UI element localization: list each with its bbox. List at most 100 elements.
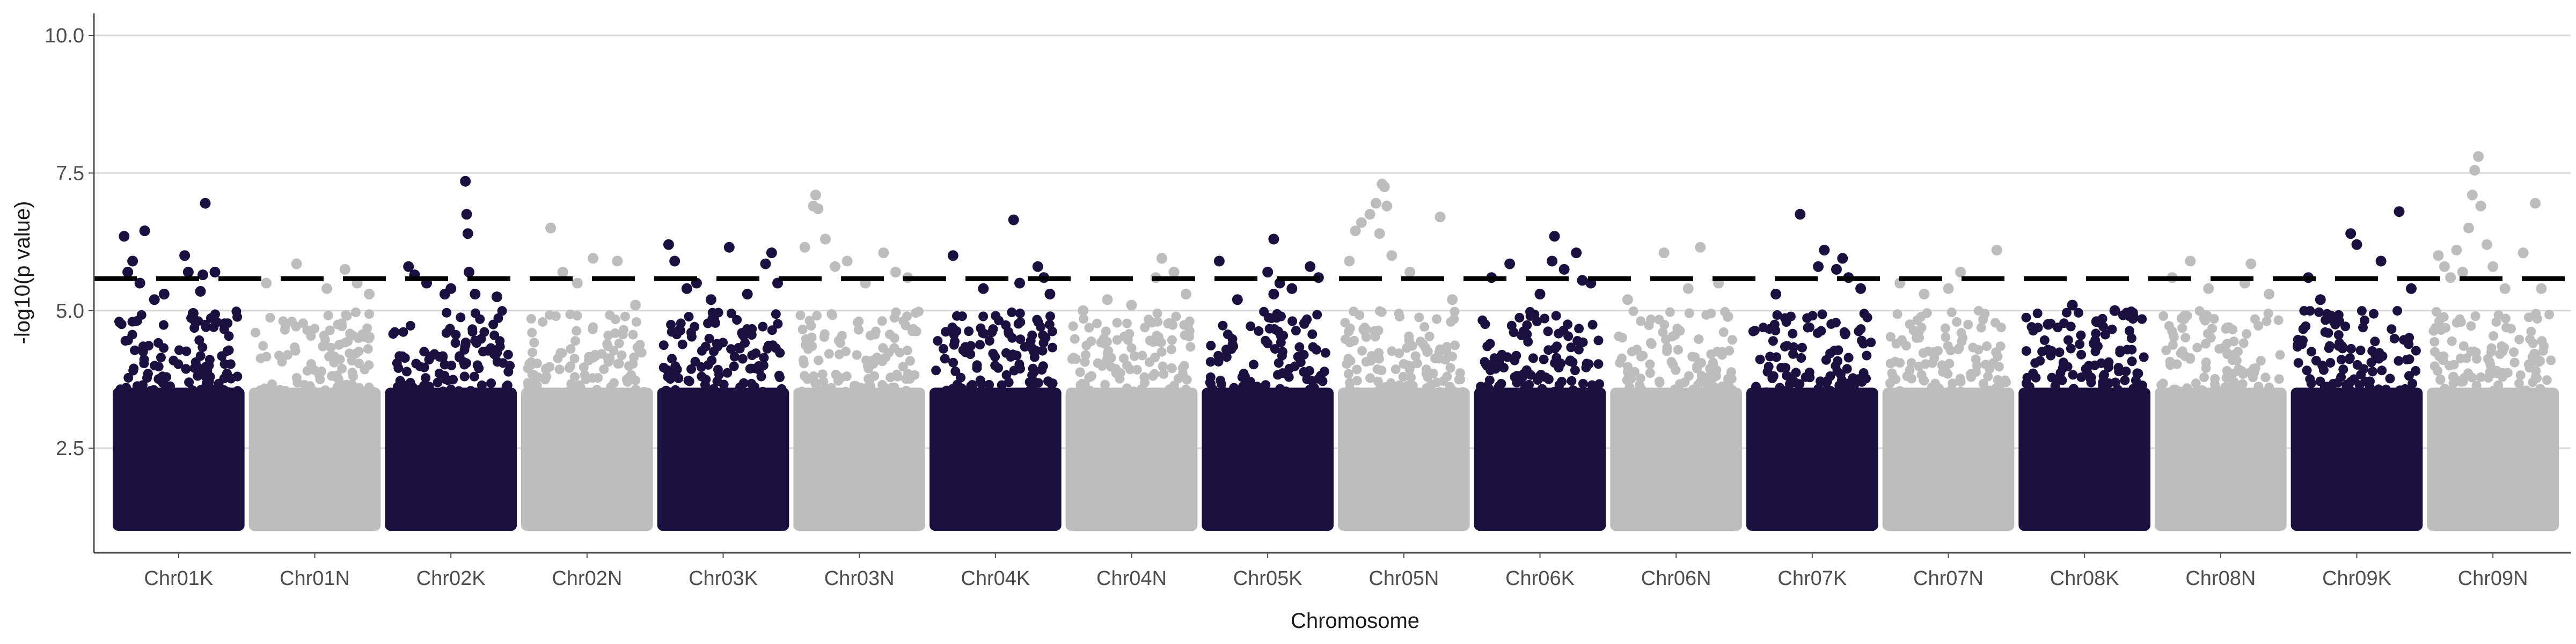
cloud-point-chr08n — [2238, 338, 2249, 348]
cloud-point-chr07k — [1858, 368, 1869, 378]
cloud-point-chr08n — [2262, 316, 2272, 326]
cloud-point-chr02n — [572, 311, 582, 321]
point-chr03k-5 — [723, 241, 735, 253]
cloud-point-chr03n — [878, 343, 888, 353]
cloud-point-chr06k — [1499, 363, 1509, 373]
cloud-point-chr04n — [1145, 393, 1155, 404]
cloud-point-chr09n — [2447, 336, 2457, 346]
cloud-point-chr07k — [1781, 317, 1791, 327]
cloud-point-chr08k — [2021, 346, 2031, 356]
cloud-point-chr02k — [465, 391, 475, 401]
cloud-point-chr03n — [802, 374, 813, 384]
cloud-point-chr04k — [975, 340, 985, 350]
cloud-point-chr03n — [866, 381, 876, 391]
cloud-point-chr01k — [174, 345, 184, 355]
cloud-point-chr03n — [911, 326, 921, 336]
x-tick-label-chr02k: Chr02K — [416, 567, 486, 590]
cloud-point-chr07n — [1905, 319, 1915, 330]
chromosome-band-chr03n — [793, 387, 925, 531]
cloud-point-chr03n — [826, 383, 836, 393]
cloud-point-chr01n — [298, 318, 308, 328]
cloud-point-chr07k — [1748, 326, 1758, 336]
point-chr04k-6 — [1044, 289, 1056, 299]
cloud-point-chr04n — [1100, 379, 1110, 390]
cloud-point-chr07k — [1751, 382, 1761, 392]
cloud-point-chr03k — [662, 365, 672, 375]
cloud-point-chr07n — [1993, 352, 2003, 362]
cloud-point-chr01k — [150, 361, 160, 371]
cloud-point-chr07n — [1966, 369, 1976, 379]
cloud-point-chr06k — [1537, 384, 1547, 394]
cloud-point-chr06n — [1628, 306, 1638, 316]
cloud-point-chr05n — [1349, 335, 1359, 346]
cloud-point-chr05k — [1246, 321, 1256, 331]
cloud-point-chr01k — [232, 386, 243, 396]
point-chr05n-11 — [1435, 211, 1446, 223]
cloud-point-chr05n — [1458, 391, 1468, 401]
cloud-point-chr02n — [579, 362, 589, 372]
point-chr05n-7 — [1379, 181, 1390, 192]
cloud-point-chr06k — [1543, 326, 1553, 336]
cloud-point-chr06k — [1514, 313, 1525, 323]
cloud-point-chr08n — [2199, 372, 2209, 382]
cloud-point-chr04k — [972, 360, 982, 370]
cloud-point-chr07k — [1826, 393, 1836, 403]
cloud-point-chr05k — [1285, 390, 1295, 400]
cloud-point-chr02k — [502, 380, 513, 390]
cloud-point-chr03n — [892, 369, 902, 379]
cloud-point-chr08n — [2207, 324, 2218, 333]
cloud-point-chr08k — [2046, 346, 2057, 356]
cloud-point-chr05k — [1254, 326, 1264, 336]
cloud-point-chr09k — [2387, 324, 2397, 334]
cloud-point-chr03n — [806, 391, 816, 401]
cloud-point-chr07n — [1916, 323, 1927, 333]
cloud-point-chr01k — [189, 323, 200, 333]
cloud-point-chr02k — [442, 393, 452, 404]
cloud-point-chr06n — [1717, 381, 1728, 391]
chromosome-band-chr08n — [2155, 387, 2287, 531]
cloud-point-chr09k — [2345, 353, 2355, 363]
point-chr06k-6 — [1571, 247, 1582, 259]
cloud-point-chr05n — [1345, 356, 1356, 366]
x-tick-label-chr01n: Chr01N — [280, 567, 350, 590]
cloud-point-chr07n — [1891, 339, 1901, 349]
cloud-point-chr09k — [2333, 330, 2344, 340]
cloud-point-chr04n — [1139, 372, 1150, 382]
cloud-point-chr05k — [1320, 387, 1330, 398]
cloud-point-chr02k — [451, 330, 461, 340]
x-tick-labels: Chr01K Chr01N Chr02K Chr02N Chr03K Chr03N Chr0… — [144, 553, 2528, 590]
cloud-point-chr05k — [1299, 367, 1309, 377]
cloud-point-chr06k — [1583, 391, 1593, 401]
cloud-point-chr07n — [1940, 393, 1950, 403]
point-chr09n-14 — [2530, 197, 2541, 209]
cloud-point-chr07n — [1976, 323, 1986, 333]
cloud-point-chr06n — [1670, 384, 1680, 394]
x-tick-label-chr04n: Chr04N — [1096, 567, 1167, 590]
axes — [93, 13, 2571, 554]
point-chr02k-0 — [403, 261, 414, 272]
cloud-point-chr02k — [400, 386, 411, 396]
cloud-point-chr02n — [564, 363, 574, 373]
cloud-point-chr02n — [524, 386, 533, 396]
cloud-point-chr03k — [767, 325, 777, 335]
point-chr03n-4 — [820, 233, 831, 245]
cloud-point-chr04n — [1157, 347, 1167, 357]
cloud-point-chr03k — [718, 386, 728, 397]
cloud-point-chr07n — [1997, 390, 2007, 400]
cloud-point-chr02n — [526, 314, 536, 324]
cloud-point-chr01n — [335, 379, 345, 389]
cloud-point-chr08k — [2118, 310, 2128, 320]
cloud-point-chr03n — [801, 334, 811, 344]
cloud-point-chr06n — [1692, 361, 1702, 371]
cloud-point-chr09n — [2432, 390, 2442, 400]
cloud-point-chr07k — [1775, 383, 1785, 393]
cloud-point-chr02k — [472, 338, 481, 348]
cloud-point-chr07n — [1983, 371, 1993, 382]
cloud-point-chr09k — [2306, 378, 2316, 389]
cloud-point-chr06k — [1502, 352, 1512, 362]
cloud-point-chr08k — [2091, 340, 2101, 350]
point-chr06k-3 — [1547, 255, 1558, 267]
cloud-point-chr03n — [898, 362, 908, 372]
cloud-point-chr05k — [1287, 316, 1298, 326]
cloud-point-chr01n — [368, 386, 378, 397]
